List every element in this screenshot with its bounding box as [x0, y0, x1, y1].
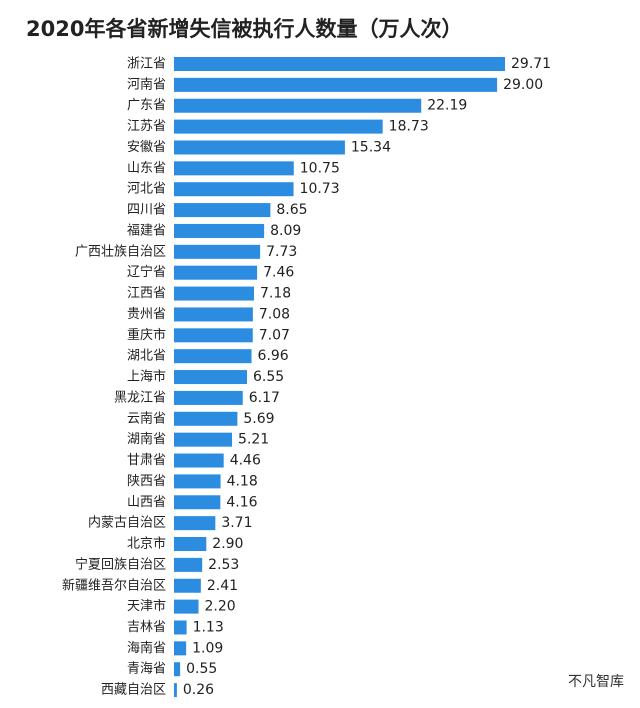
value-label: 8.65 [276, 202, 307, 218]
value-label: 2.90 [212, 536, 243, 552]
value-label: 0.55 [186, 661, 217, 677]
value-label: 1.09 [192, 640, 223, 656]
bar [174, 411, 238, 426]
bar [174, 182, 294, 197]
bar [174, 140, 345, 155]
value-label: 5.21 [238, 432, 269, 448]
value-label: 0.26 [183, 682, 214, 698]
bar [174, 370, 247, 385]
value-label: 10.75 [300, 160, 340, 176]
bar [174, 307, 253, 322]
bar [174, 77, 498, 92]
value-label: 1.13 [193, 619, 224, 635]
category-label: 黑龙江省 [114, 390, 166, 405]
category-label: 江苏省 [127, 118, 166, 134]
value-label: 18.73 [389, 119, 429, 135]
category-label: 北京市 [127, 536, 166, 552]
category-label: 湖北省 [127, 349, 166, 364]
value-label: 2.53 [208, 557, 239, 573]
category-label: 新疆维吾尔自治区 [62, 577, 166, 593]
bar [174, 328, 253, 343]
value-label: 4.18 [227, 473, 258, 489]
category-label: 山西省 [127, 495, 166, 510]
category-label: 安徽省 [127, 140, 166, 155]
bar [174, 620, 187, 635]
bar [174, 432, 233, 447]
category-label: 天津市 [127, 598, 166, 614]
category-label: 山东省 [127, 161, 166, 176]
value-label: 8.09 [270, 223, 301, 239]
bar [174, 578, 201, 593]
bar [174, 662, 181, 677]
category-label: 吉林省 [127, 620, 166, 635]
bar [174, 57, 505, 71]
chart-title: 2020年各省新增失信被执行人数量（万人次） [26, 17, 462, 41]
category-label: 贵州省 [127, 307, 166, 322]
category-label: 河北省 [127, 182, 166, 197]
category-label: 广东省 [127, 98, 166, 113]
category-label: 内蒙古自治区 [88, 515, 166, 531]
bar [174, 161, 294, 176]
category-label: 上海市 [127, 369, 166, 385]
bar [174, 119, 383, 134]
bar [174, 286, 254, 301]
category-label: 甘肃省 [127, 453, 166, 468]
value-label: 22.19 [427, 98, 467, 114]
category-label: 宁夏回族自治区 [75, 556, 166, 572]
value-label: 10.73 [300, 181, 340, 197]
category-label: 辽宁省 [127, 264, 166, 280]
bar [174, 223, 265, 238]
bar [174, 474, 221, 489]
watermark: 不凡智库 [568, 674, 624, 690]
value-label: 6.17 [249, 390, 280, 406]
category-label: 西藏自治区 [101, 683, 166, 698]
category-label: 河南省 [127, 76, 166, 92]
value-label: 5.69 [243, 411, 274, 427]
bar [174, 557, 203, 572]
value-label: 2.20 [205, 599, 236, 615]
category-label: 青海省 [127, 662, 166, 677]
value-label: 7.46 [263, 265, 294, 281]
bar [174, 244, 261, 259]
value-label: 6.96 [258, 348, 289, 364]
bar [174, 265, 258, 280]
value-label: 7.18 [260, 286, 291, 302]
value-label: 4.16 [226, 494, 257, 510]
category-label: 湖南省 [127, 431, 166, 447]
category-label: 福建省 [127, 223, 166, 238]
bar [174, 641, 187, 656]
bar [174, 516, 216, 531]
value-label: 6.55 [253, 369, 284, 385]
value-label: 7.73 [266, 244, 297, 260]
bar [174, 453, 224, 468]
bar [174, 390, 243, 405]
category-label: 广西壮族自治区 [75, 243, 166, 259]
bar [174, 98, 422, 113]
category-label: 陕西省 [127, 474, 166, 489]
value-label: 7.07 [259, 327, 290, 343]
bar [174, 495, 221, 510]
category-label: 四川省 [127, 203, 166, 218]
category-label: 海南省 [127, 640, 166, 656]
value-label: 4.46 [230, 453, 261, 469]
value-label: 7.08 [259, 306, 290, 322]
bar [174, 203, 271, 218]
value-label: 29.00 [503, 77, 543, 93]
category-label: 重庆市 [127, 327, 166, 343]
value-label: 15.34 [351, 139, 391, 155]
value-label: 3.71 [221, 515, 252, 531]
bar [174, 599, 199, 614]
bar [174, 537, 207, 552]
value-label: 2.41 [207, 578, 238, 594]
bar [174, 349, 252, 364]
category-label: 云南省 [127, 410, 166, 426]
category-label: 浙江省 [127, 57, 166, 72]
category-label: 江西省 [127, 286, 166, 301]
bar [174, 683, 177, 698]
value-label: 29.71 [511, 56, 551, 72]
